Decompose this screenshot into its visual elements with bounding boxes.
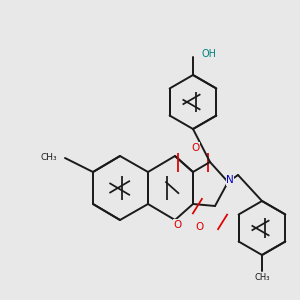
Text: N: N <box>226 175 234 185</box>
Text: O: O <box>191 143 199 153</box>
Text: CH₃: CH₃ <box>254 274 270 283</box>
Text: CH₃: CH₃ <box>40 154 57 163</box>
Text: O: O <box>174 220 182 230</box>
Text: O: O <box>196 222 204 232</box>
Text: OH: OH <box>201 49 216 59</box>
